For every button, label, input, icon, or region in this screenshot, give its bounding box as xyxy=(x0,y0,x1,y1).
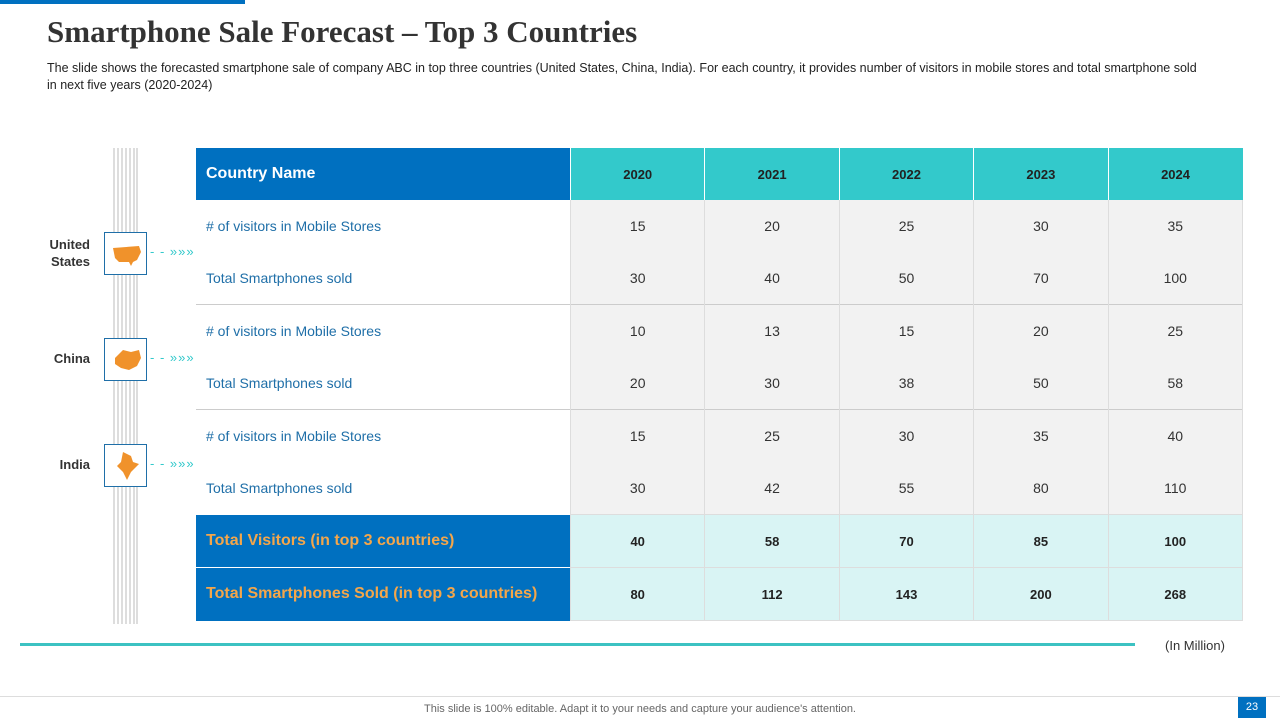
unit-note: (In Million) xyxy=(1165,638,1225,653)
description: The slide shows the forecasted smartphon… xyxy=(47,61,1197,92)
cell: 38 xyxy=(838,357,975,410)
row-label: Total Smartphones sold xyxy=(196,252,571,305)
total-cell: 100 xyxy=(1107,514,1244,568)
cell: 30 xyxy=(973,200,1109,252)
forecast-table: Country Name 2020 2021 2022 2023 2024 # of vis… xyxy=(196,148,1244,621)
cell: 20 xyxy=(569,357,706,410)
cell: 15 xyxy=(838,304,975,357)
cell: 58 xyxy=(1107,357,1244,410)
total-row: Total Smartphones Sold (in top 3 countri… xyxy=(196,567,1244,621)
country-icon-box xyxy=(104,444,147,487)
cell: 110 xyxy=(1107,462,1244,515)
title: Smartphone Sale Forecast – Top 3 Countri… xyxy=(47,14,638,49)
country-icon-box xyxy=(104,232,147,275)
country-name: United States xyxy=(49,237,90,269)
total-cell: 70 xyxy=(838,514,975,568)
cell: 55 xyxy=(838,462,975,515)
top-bar xyxy=(0,0,245,4)
map-icon xyxy=(115,350,141,370)
cell: 50 xyxy=(973,357,1109,410)
header-cell: 2022 xyxy=(838,148,974,200)
footer-rule xyxy=(0,696,1280,697)
footer: This slide is 100% editable. Adapt it to… xyxy=(424,703,856,715)
cell: 40 xyxy=(704,252,840,305)
bottom-rule xyxy=(20,643,1135,646)
total-cell: 112 xyxy=(704,567,840,621)
total-cell: 58 xyxy=(704,514,840,568)
cell: 100 xyxy=(1107,252,1244,305)
country-name: China xyxy=(53,351,90,366)
cell: 15 xyxy=(569,200,706,252)
header-cell: 2020 xyxy=(569,148,705,200)
header-row: Country Name 2020 2021 2022 2023 2024 xyxy=(196,148,1243,200)
cell: 10 xyxy=(569,304,706,357)
cell: 30 xyxy=(704,357,840,410)
cell: 20 xyxy=(973,304,1109,357)
cell: 30 xyxy=(569,252,706,305)
cell: 13 xyxy=(704,304,840,357)
row-label: # of visitors in Mobile Stores xyxy=(196,304,571,357)
cell: 70 xyxy=(973,252,1109,305)
data-row: # of visitors in Mobile Stores 10 13 15 20 25 xyxy=(196,304,1244,357)
data-row: # of visitors in Mobile Stores 15 20 25 30 35 xyxy=(196,200,1244,252)
cell: 25 xyxy=(838,200,975,252)
row-label: # of visitors in Mobile Stores xyxy=(196,200,571,252)
data-row: Total Smartphones sold 30 42 55 80 110 xyxy=(196,462,1244,515)
header-cell: 2021 xyxy=(704,148,840,200)
cell: 50 xyxy=(838,252,975,305)
country-name: India xyxy=(59,457,90,472)
cell: 15 xyxy=(569,409,706,462)
cell: 35 xyxy=(1107,200,1244,252)
cell: 30 xyxy=(838,409,975,462)
cell: 25 xyxy=(704,409,840,462)
data-row: Total Smartphones sold 20 30 38 50 58 xyxy=(196,357,1244,410)
data-row: # of visitors in Mobile Stores 15 25 30 35 40 xyxy=(196,409,1244,462)
page-number: 23 xyxy=(1238,697,1266,718)
cell: 25 xyxy=(1107,304,1244,357)
total-cell: 40 xyxy=(569,514,706,568)
cell: 35 xyxy=(973,409,1109,462)
cell: 40 xyxy=(1107,409,1244,462)
data-row: Total Smartphones sold 30 40 50 70 100 xyxy=(196,252,1244,305)
connector-arrow: - - »»» xyxy=(150,244,195,259)
cell: 20 xyxy=(704,200,840,252)
row-label: Total Smartphones sold xyxy=(196,357,571,410)
total-cell: 85 xyxy=(973,514,1109,568)
connector-arrow: - - »»» xyxy=(150,350,195,365)
total-label: Total Smartphones Sold (in top 3 countri… xyxy=(196,567,571,621)
total-label: Total Visitors (in top 3 countries) xyxy=(196,514,571,568)
total-cell: 80 xyxy=(569,567,706,621)
total-cell: 268 xyxy=(1107,567,1244,621)
total-cell: 143 xyxy=(838,567,975,621)
vertical-lines xyxy=(113,148,138,624)
connector-arrow: - - »»» xyxy=(150,456,195,471)
cell: 30 xyxy=(569,462,706,515)
header-cell: 2023 xyxy=(973,148,1109,200)
row-label: # of visitors in Mobile Stores xyxy=(196,409,571,462)
country-icon-box xyxy=(104,338,147,381)
map-icon xyxy=(113,246,141,266)
cell: 80 xyxy=(973,462,1109,515)
cell: 42 xyxy=(704,462,840,515)
map-icon xyxy=(117,452,139,480)
row-label: Total Smartphones sold xyxy=(196,462,571,515)
total-cell: 200 xyxy=(973,567,1109,621)
header-cell: 2024 xyxy=(1107,148,1243,200)
total-row: Total Visitors (in top 3 countries) 40 58 7… xyxy=(196,514,1244,568)
header-cell: Country Name xyxy=(196,148,571,200)
